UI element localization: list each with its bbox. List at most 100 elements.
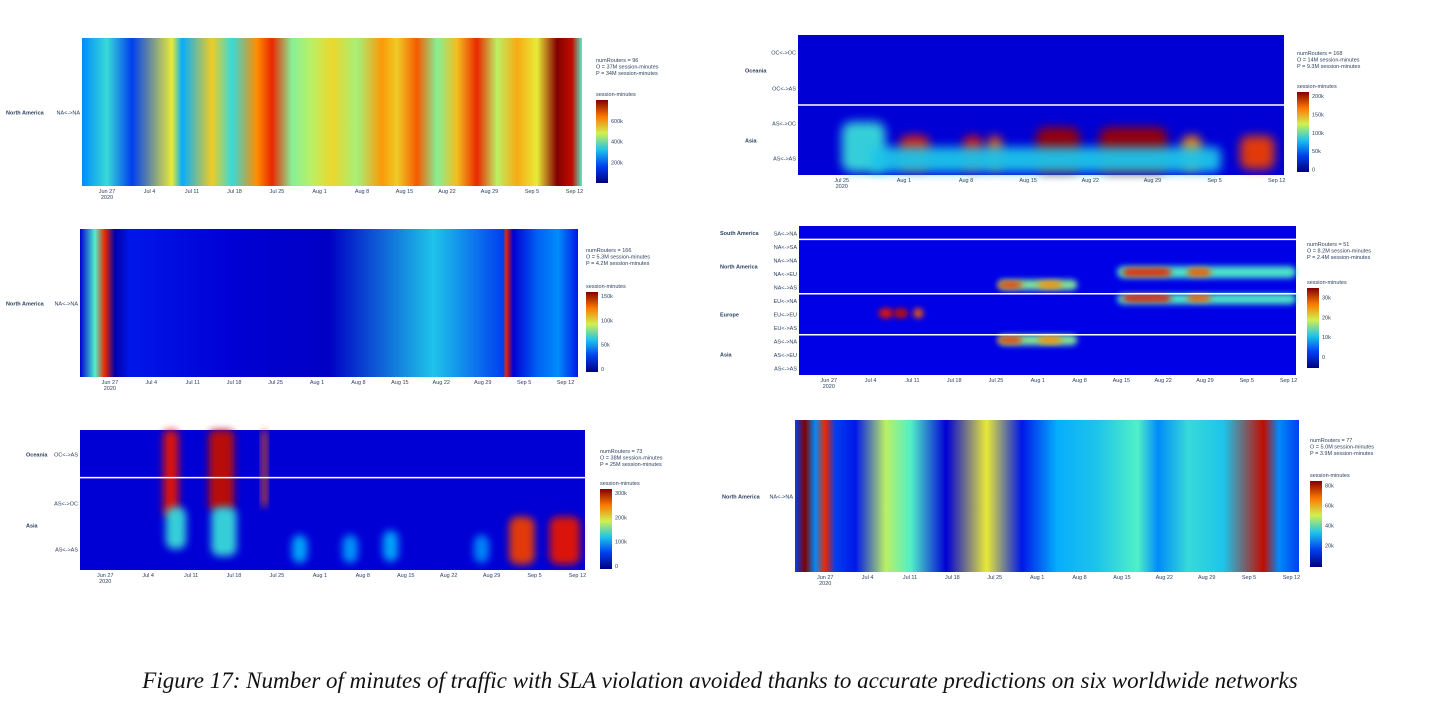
x-tick-label: Sep 5 bbox=[517, 380, 531, 386]
heatmap-hotspot bbox=[1240, 135, 1275, 170]
heatmap-panel-5: OC<->AS AS<->OC AS<->AS Oceania Asia Jun 27 Ju… bbox=[0, 422, 700, 592]
group-label: Oceania bbox=[26, 452, 48, 458]
group-label: Asia bbox=[720, 353, 733, 359]
colorbar-tick: 20k bbox=[1325, 544, 1334, 550]
row-label: NA<->AS bbox=[774, 285, 798, 291]
heatmap-hotspot bbox=[509, 516, 535, 565]
x-tick-label: Jul 25 bbox=[989, 378, 1004, 384]
heatmap-row-cells bbox=[795, 420, 1299, 572]
x-year-label: 2020 bbox=[823, 384, 835, 390]
heatmap-row-cells bbox=[80, 229, 578, 377]
stats-line: O = 14M session-minutes bbox=[1297, 58, 1360, 64]
x-tick-label: Jul 18 bbox=[945, 575, 960, 581]
x-tick-label: Aug 22 bbox=[433, 380, 450, 386]
group-label: North America bbox=[722, 495, 761, 501]
row-label: NA<->NA bbox=[54, 302, 78, 308]
row-label: EU<->AS bbox=[774, 326, 798, 332]
stats-line: P = 3.9M session-minutes bbox=[1310, 451, 1374, 457]
stats-line: numRouters = 96 bbox=[596, 58, 638, 64]
x-tick-label: Aug 1 bbox=[310, 380, 324, 386]
x-tick-label: Jul 18 bbox=[227, 573, 242, 579]
row-label: AS<->AS bbox=[55, 548, 78, 554]
x-tick-label: Jul 11 bbox=[184, 573, 198, 579]
x-tick-label: Jul 11 bbox=[186, 380, 200, 386]
colorbar-tick: 30k bbox=[1322, 296, 1331, 302]
heatmap-hotspot bbox=[997, 336, 1023, 344]
heatmap-row-cells bbox=[82, 38, 582, 186]
colorbar-title: session-minutes bbox=[600, 481, 640, 487]
x-tick-label: Sep 12 bbox=[557, 380, 574, 386]
colorbar-tick: 200k bbox=[611, 160, 623, 166]
x-year-label: 2020 bbox=[99, 579, 111, 585]
x-tick-label: Jun 27 bbox=[97, 573, 114, 579]
colorbar-tick: 60k bbox=[1325, 503, 1334, 509]
x-tick-label: Jun 27 bbox=[102, 380, 119, 386]
colorbar-title: session-minutes bbox=[586, 284, 626, 290]
x-tick-label: Sep 5 bbox=[525, 189, 539, 195]
colorbar bbox=[586, 292, 598, 372]
row-label: SA<->NA bbox=[774, 231, 798, 237]
colorbar-tick: 150k bbox=[601, 294, 613, 300]
colorbar-tick: 0 bbox=[615, 564, 618, 570]
colorbar-tick: 10k bbox=[1322, 335, 1331, 341]
heatmap-hotspot bbox=[1186, 267, 1212, 277]
stats-line: P = 9.3M session-minutes bbox=[1297, 64, 1361, 70]
heatmap-hotspot bbox=[292, 535, 308, 563]
row-label: OC<->AS bbox=[54, 452, 78, 458]
colorbar-tick: 0 bbox=[1312, 168, 1315, 174]
x-year-label: 2020 bbox=[101, 195, 113, 201]
colorbar-tick: 100k bbox=[1312, 131, 1324, 137]
x-tick-label: Jul 18 bbox=[947, 378, 962, 384]
x-tick-label: Jul 18 bbox=[227, 380, 242, 386]
row-label: NA<->EU bbox=[773, 272, 797, 278]
x-tick-label: Aug 8 bbox=[355, 189, 369, 195]
x-tick-label: Sep 5 bbox=[1207, 178, 1221, 184]
heatmap-hotspot bbox=[1122, 294, 1172, 302]
x-tick-label: Jul 11 bbox=[185, 189, 199, 195]
heatmap-panel-1: NA<->NA North America Jun 27 Jul 4 Jul 11 Jul… bbox=[0, 30, 700, 210]
heatmap-hotspot bbox=[165, 507, 187, 549]
colorbar-tick: 80k bbox=[1325, 483, 1334, 489]
heatmap-hotspot bbox=[208, 430, 235, 512]
colorbar-tick: 50k bbox=[601, 343, 610, 349]
heatmap-panel-2: OC<->OC OC<->AS AS<->OC AS<->AS Oceania Asia J… bbox=[720, 30, 1420, 195]
x-tick-label: Aug 22 bbox=[1154, 378, 1171, 384]
row-label: AS<->EU bbox=[774, 353, 797, 359]
heatmap-3-svg: NA<->NA North America Jun 27 Jul 4 Jul 11 Jul… bbox=[6, 229, 650, 392]
heatmap-hotspot bbox=[261, 430, 267, 507]
stats-line: P = 4.2M session-minutes bbox=[586, 261, 650, 267]
heatmap-hotspot bbox=[473, 535, 490, 563]
row-label: NA<->SA bbox=[774, 245, 798, 251]
colorbar bbox=[600, 489, 612, 569]
x-tick-label: Aug 22 bbox=[438, 189, 455, 195]
heatmap-4-svg: SA<->NA NA<->SA NA<->NA NA<->EU NA<->AS EU<->… bbox=[720, 226, 1371, 390]
colorbar-tick: 100k bbox=[615, 540, 627, 546]
x-tick-label: Aug 22 bbox=[440, 573, 457, 579]
x-tick-label: Aug 29 bbox=[1198, 575, 1215, 581]
x-tick-label: Aug 8 bbox=[1072, 378, 1086, 384]
x-tick-label: Jul 4 bbox=[144, 189, 156, 195]
heatmap-5-svg: OC<->AS AS<->OC AS<->AS Oceania Asia Jun 27 Ju… bbox=[26, 430, 663, 585]
stats-line: P = 2.4M session-minutes bbox=[1307, 255, 1371, 261]
heatmap-panel-3: NA<->NA North America Jun 27 Jul 4 Jul 11 Jul… bbox=[0, 222, 700, 397]
heatmap-hotspot bbox=[211, 507, 237, 556]
row-label: EU<->NA bbox=[773, 299, 797, 305]
colorbar-tick: 0 bbox=[1322, 355, 1325, 361]
x-tick-label: Jul 25 bbox=[270, 573, 285, 579]
colorbar-tick: 600k bbox=[611, 119, 623, 125]
row-label: NA<->NA bbox=[56, 111, 80, 117]
heatmap-panel-6: NA<->NA North America Jun 27 Jul 4 Jul 11 Jul… bbox=[715, 412, 1425, 592]
row-label: AS<->AS bbox=[773, 157, 796, 163]
x-tick-label: Aug 29 bbox=[1144, 178, 1161, 184]
row-label: AS<->NA bbox=[774, 340, 798, 346]
colorbar-title: session-minutes bbox=[1297, 84, 1337, 90]
x-year-label: 2020 bbox=[104, 386, 116, 392]
x-tick-label: Jul 4 bbox=[142, 573, 154, 579]
stats-line: O = 5.3M session-minutes bbox=[586, 255, 650, 261]
x-tick-label: Sep 12 bbox=[566, 189, 583, 195]
x-tick-label: Jul 4 bbox=[862, 575, 874, 581]
heatmap-hotspot bbox=[383, 530, 399, 562]
colorbar-title: session-minutes bbox=[1310, 473, 1350, 479]
x-tick-label: Aug 29 bbox=[481, 189, 498, 195]
x-tick-label: Aug 1 bbox=[313, 573, 327, 579]
